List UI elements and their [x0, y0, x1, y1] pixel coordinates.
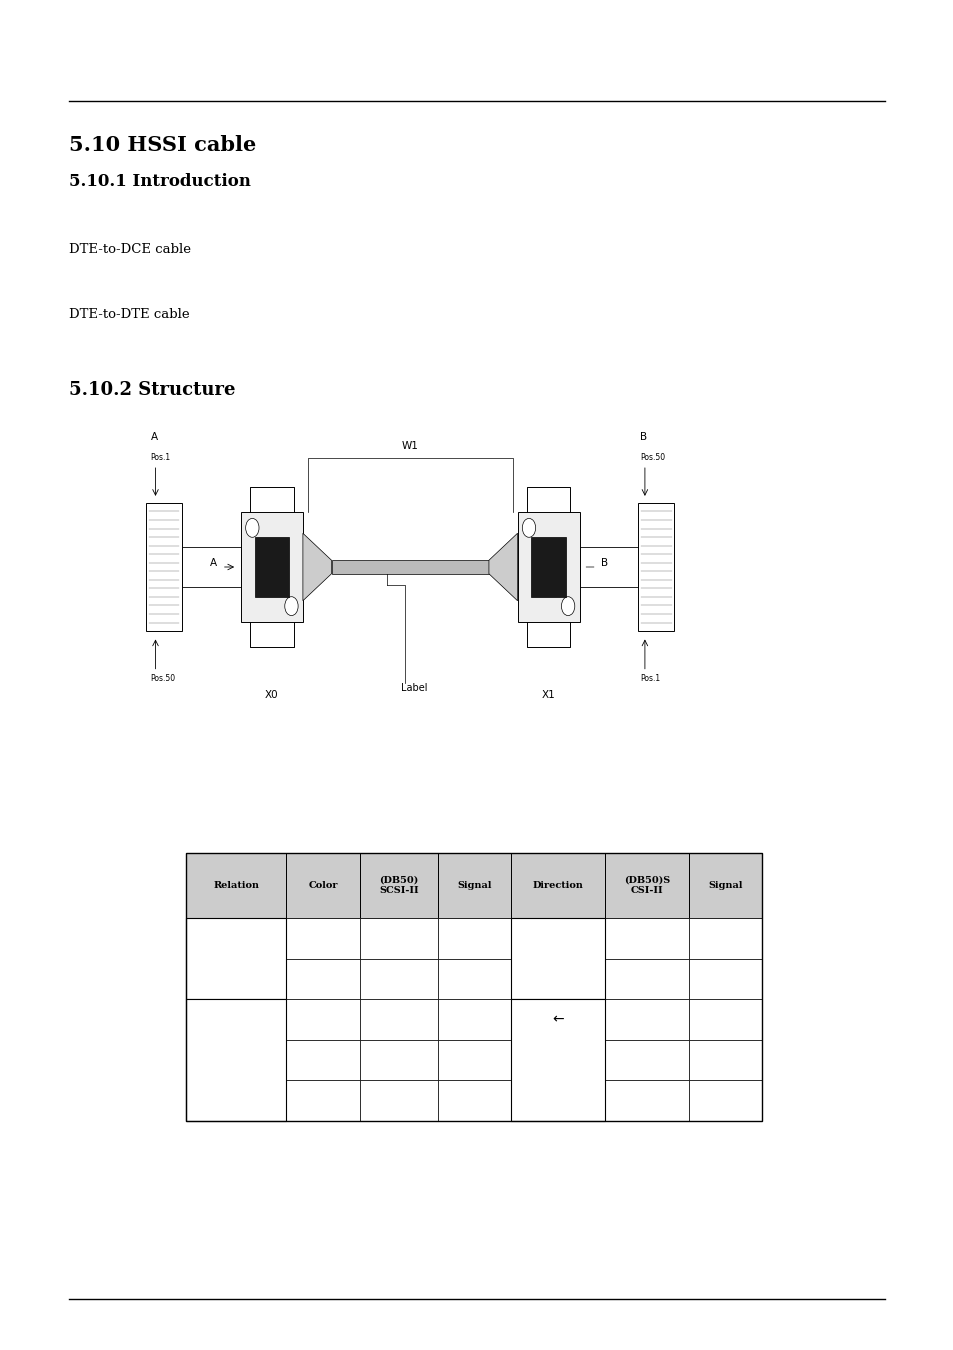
Bar — [186, 999, 286, 1040]
Bar — [688, 1080, 761, 1120]
Bar — [359, 958, 437, 999]
Text: Label: Label — [400, 683, 427, 693]
Circle shape — [522, 518, 536, 537]
Text: Signal: Signal — [456, 882, 492, 890]
Text: A: A — [210, 558, 217, 568]
Bar — [511, 918, 604, 958]
Bar — [186, 958, 286, 999]
Text: X1: X1 — [541, 690, 555, 699]
Bar — [511, 918, 604, 999]
Bar — [437, 1080, 511, 1120]
Bar — [186, 853, 286, 918]
Bar — [437, 999, 511, 1040]
Bar — [511, 1040, 604, 1080]
Polygon shape — [488, 533, 517, 601]
Bar — [186, 1040, 286, 1080]
Text: Relation: Relation — [213, 882, 259, 890]
Bar — [638, 504, 674, 632]
Text: B: B — [600, 558, 607, 568]
Text: Pos.50: Pos.50 — [151, 675, 175, 683]
Bar — [688, 999, 761, 1040]
Bar — [604, 958, 688, 999]
Text: ←: ← — [552, 1012, 563, 1026]
Polygon shape — [303, 533, 332, 601]
Bar — [186, 853, 761, 1120]
Text: 5.10.2 Structure: 5.10.2 Structure — [69, 381, 235, 398]
Text: Direction: Direction — [532, 882, 583, 890]
Bar — [332, 560, 488, 574]
Bar — [286, 1080, 359, 1120]
Circle shape — [560, 597, 574, 616]
Bar — [359, 1080, 437, 1120]
Text: Color: Color — [308, 882, 337, 890]
Bar — [286, 918, 359, 958]
Bar — [688, 1040, 761, 1080]
Bar — [604, 918, 688, 958]
Bar — [186, 999, 286, 1120]
Bar — [359, 918, 437, 958]
Bar — [604, 999, 688, 1040]
Circle shape — [245, 518, 258, 537]
Text: 5.10 HSSI cable: 5.10 HSSI cable — [69, 135, 255, 155]
Text: (DB50)S
CSI-II: (DB50)S CSI-II — [623, 876, 669, 895]
Text: W1: W1 — [401, 441, 418, 451]
Bar — [240, 512, 302, 622]
Bar — [254, 536, 289, 598]
Bar — [437, 918, 511, 958]
Circle shape — [284, 597, 297, 616]
Bar — [688, 853, 761, 918]
Text: A: A — [151, 432, 157, 443]
Text: X0: X0 — [265, 690, 278, 699]
Text: Pos.1: Pos.1 — [151, 454, 171, 462]
Bar — [186, 918, 286, 958]
Bar — [437, 1040, 511, 1080]
Text: Pos.1: Pos.1 — [639, 675, 659, 683]
Text: Pos.50: Pos.50 — [639, 454, 664, 462]
Bar — [604, 1080, 688, 1120]
Bar — [437, 958, 511, 999]
Bar — [359, 1040, 437, 1080]
Text: DTE-to-DTE cable: DTE-to-DTE cable — [69, 308, 189, 321]
Bar — [511, 853, 604, 918]
Bar — [511, 999, 604, 1040]
Bar — [578, 547, 638, 587]
Bar — [511, 1080, 604, 1120]
Text: Signal: Signal — [707, 882, 742, 890]
Text: B: B — [639, 432, 646, 443]
Bar — [286, 958, 359, 999]
Text: 5.10.1 Introduction: 5.10.1 Introduction — [69, 173, 251, 190]
Bar — [182, 547, 240, 587]
Bar — [359, 853, 437, 918]
Bar — [688, 918, 761, 958]
Bar — [511, 958, 604, 999]
Bar — [286, 853, 359, 918]
Bar — [604, 853, 688, 918]
Bar — [604, 1040, 688, 1080]
Bar — [531, 536, 565, 598]
Bar — [146, 504, 182, 632]
Bar — [286, 999, 359, 1040]
Bar — [437, 853, 511, 918]
Bar — [186, 918, 286, 999]
Bar — [359, 999, 437, 1040]
Bar — [186, 1080, 286, 1120]
Bar — [511, 999, 604, 1120]
Bar — [286, 1040, 359, 1080]
Bar — [688, 958, 761, 999]
Text: (DB50)
SCSI-II: (DB50) SCSI-II — [378, 876, 418, 895]
Bar — [517, 512, 578, 622]
Text: DTE-to-DCE cable: DTE-to-DCE cable — [69, 243, 191, 256]
